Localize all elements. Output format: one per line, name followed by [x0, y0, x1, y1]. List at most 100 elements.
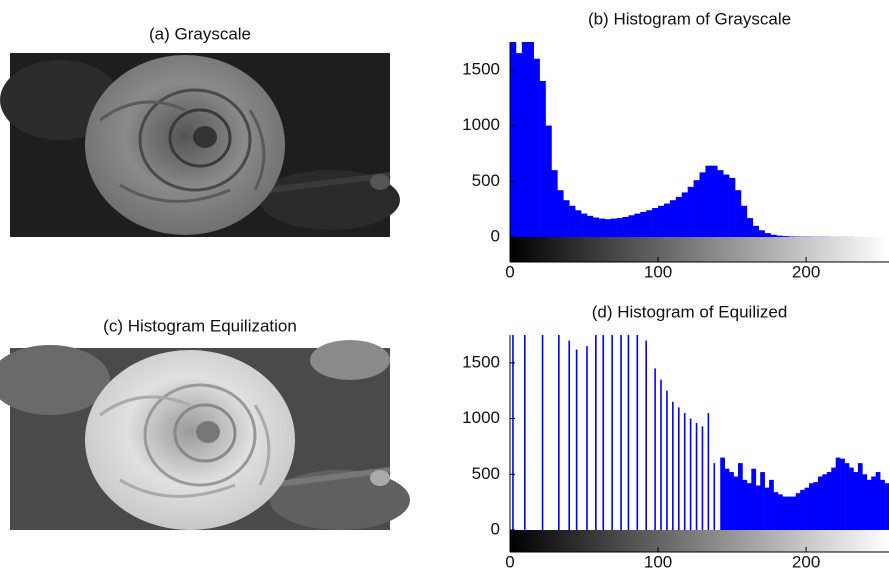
bar — [782, 236, 789, 237]
x-tick-label: 100 — [644, 552, 672, 571]
equalized-image — [0, 340, 410, 530]
bar — [575, 210, 582, 237]
bar — [737, 463, 743, 530]
bar — [636, 335, 639, 530]
bar — [610, 218, 617, 237]
bar — [723, 174, 730, 237]
bar — [786, 496, 792, 530]
bar — [646, 210, 653, 237]
bar — [627, 335, 630, 530]
x-tick-label: 0 — [505, 552, 514, 571]
bar — [791, 496, 797, 530]
bar — [527, 42, 534, 237]
bar — [740, 205, 748, 237]
bar — [751, 468, 757, 530]
bar — [687, 186, 694, 237]
bar — [616, 218, 623, 237]
bar — [658, 205, 665, 237]
bar — [770, 234, 777, 237]
bar — [880, 479, 885, 530]
bar — [563, 200, 570, 237]
bar — [521, 42, 529, 237]
bar — [844, 463, 850, 530]
bar — [652, 208, 659, 237]
bar — [645, 340, 648, 530]
bar — [769, 479, 774, 530]
bar — [764, 233, 771, 237]
bar — [717, 170, 724, 237]
x-tick-label: 0 — [505, 262, 514, 281]
bar — [660, 379, 662, 530]
bar — [675, 196, 683, 237]
y-tick-label: 500 — [472, 464, 500, 483]
bar — [809, 483, 814, 530]
x-tick-label: 100 — [644, 262, 672, 281]
bar — [622, 216, 629, 237]
bar — [729, 177, 736, 237]
bar — [711, 165, 718, 237]
bar — [733, 476, 739, 530]
bar — [677, 407, 680, 530]
y-tick-label: 1500 — [462, 352, 500, 371]
bar — [835, 457, 841, 530]
bar — [773, 492, 779, 530]
bar — [604, 219, 611, 237]
bar — [758, 230, 765, 237]
bar — [813, 482, 819, 530]
bar — [592, 217, 600, 237]
bar — [539, 81, 546, 237]
bar — [817, 476, 823, 530]
bar — [777, 494, 783, 530]
bar — [795, 493, 801, 530]
bar — [782, 496, 788, 530]
bar — [857, 463, 863, 530]
x-tick-label: 200 — [792, 552, 820, 571]
bar — [654, 368, 656, 530]
bar — [541, 335, 544, 530]
bar — [862, 474, 868, 530]
y-tick-label: 1000 — [462, 408, 500, 427]
bar — [713, 463, 716, 530]
bar — [586, 215, 594, 237]
bar — [884, 483, 889, 530]
bar — [640, 211, 647, 237]
bar — [742, 479, 748, 530]
bar — [558, 335, 560, 530]
bar — [663, 203, 671, 237]
bar — [551, 170, 558, 237]
bar — [746, 218, 754, 237]
bar — [822, 474, 828, 530]
bar — [545, 125, 552, 237]
bar — [707, 413, 710, 530]
y-tick-label: 500 — [472, 171, 500, 190]
y-tick-label: 0 — [491, 519, 500, 538]
bar — [666, 390, 668, 530]
bar — [595, 335, 597, 530]
bar — [669, 200, 677, 237]
bar — [533, 58, 540, 237]
bar — [611, 335, 613, 530]
bar — [512, 335, 514, 530]
colorbar — [510, 530, 889, 552]
bar — [724, 468, 730, 530]
bar — [866, 479, 872, 530]
image-title: (c) Histogram Equilization — [103, 316, 297, 335]
bar — [871, 476, 876, 530]
bar — [755, 485, 761, 530]
bar — [515, 53, 523, 237]
bar — [568, 340, 571, 530]
bar — [586, 346, 588, 530]
bar — [699, 172, 706, 237]
bar — [800, 489, 805, 530]
bar — [764, 487, 770, 530]
bar — [510, 42, 517, 237]
bar — [602, 335, 605, 530]
bar — [840, 458, 845, 530]
bar — [826, 472, 832, 530]
bar — [634, 213, 641, 237]
y-tick-label: 1500 — [462, 59, 500, 78]
colorbar — [510, 237, 889, 262]
bar — [849, 467, 854, 530]
x-tick-label: 200 — [792, 262, 820, 281]
